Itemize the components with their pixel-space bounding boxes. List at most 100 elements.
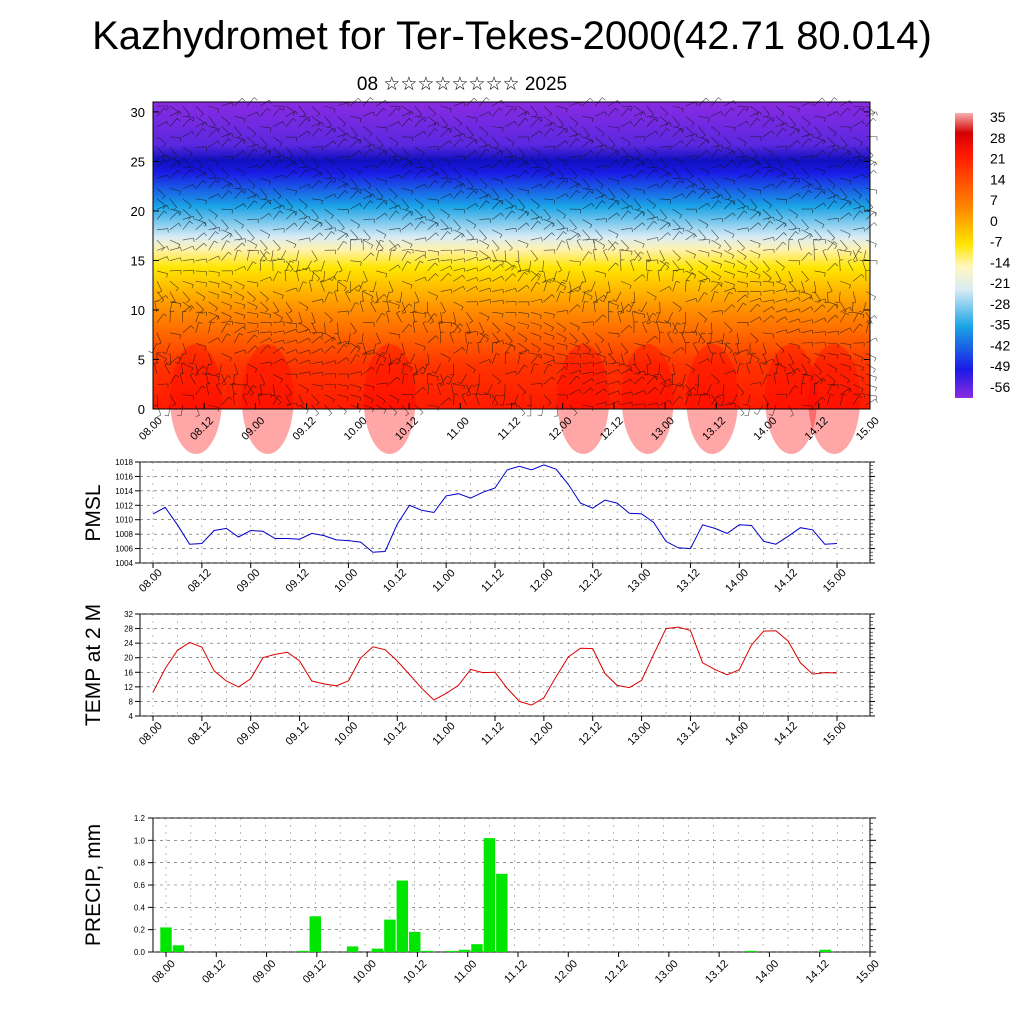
wind-barb (556, 157, 567, 163)
wind-barb-feather (189, 372, 194, 376)
panel-frame (139, 461, 871, 564)
wind-barb-feather (430, 321, 434, 324)
wind-barb (646, 169, 655, 179)
wind-barb-feather (372, 194, 376, 198)
wind-barb-feather (642, 212, 645, 217)
wind-barb-feather (177, 161, 181, 166)
wind-barb-feather (600, 339, 605, 343)
wind-barb (164, 364, 171, 375)
wind-barb (247, 148, 255, 158)
wind-barb (388, 357, 399, 365)
wind-barb (156, 291, 165, 301)
wind-barb-feather (742, 302, 747, 306)
wind-barb-feather (692, 369, 696, 374)
wind-barb-feather (717, 148, 722, 152)
wind-barb-feather (360, 261, 362, 266)
wind-barb (569, 290, 571, 302)
wind-barb-feather (603, 357, 606, 362)
wind-barb-feather (188, 205, 192, 210)
wind-barb-feather (849, 356, 852, 361)
wind-barb (722, 394, 725, 406)
wind-barb (388, 332, 400, 336)
wind-barb-feather (189, 169, 193, 173)
wind-barb (724, 177, 735, 182)
wind-barb-feather (534, 114, 538, 118)
wind-barb-feather (588, 349, 592, 354)
wind-barb (595, 111, 606, 117)
wind-barb (305, 260, 312, 271)
wind-barb (698, 229, 706, 239)
wind-barb-feather (765, 403, 769, 407)
wind-barb (865, 312, 872, 322)
wind-barb-feather (502, 127, 504, 132)
wind-barb (706, 384, 712, 395)
wind-barb (504, 288, 516, 292)
wind-barb (530, 322, 542, 326)
wind-barb-feather (269, 276, 272, 281)
wind-barb (285, 161, 295, 169)
wind-barb-feather (718, 245, 722, 250)
wind-barb-feather (166, 256, 169, 261)
wind-barb (569, 133, 581, 138)
wind-barb-feather (355, 289, 360, 292)
wind-barb (376, 146, 387, 152)
wind-barb-feather (721, 283, 723, 288)
wind-barb (182, 325, 192, 334)
wind-barb-feather (798, 345, 800, 350)
wind-barb-feather (218, 283, 220, 288)
wind-barb (685, 363, 695, 370)
wind-barb (646, 146, 657, 153)
wind-barb-feather (254, 334, 258, 338)
wind-barb (698, 250, 710, 254)
x-tick-label: 08.12 (200, 958, 228, 986)
wind-barb (595, 388, 605, 395)
wind-barb (672, 157, 683, 163)
wind-barb-feather (762, 353, 767, 356)
wind-barb-feather (605, 402, 608, 407)
wind-barb (156, 147, 165, 156)
wind-barb (621, 105, 633, 107)
wind-barb-feather (589, 97, 594, 102)
x-tick-label: 12.12 (577, 720, 605, 748)
wind-barb-feather (573, 412, 578, 416)
wind-barb (285, 118, 294, 127)
wind-barb (156, 394, 158, 406)
wind-barb (414, 198, 424, 206)
wind-barb (646, 183, 657, 189)
wind-barb-feather (499, 234, 503, 239)
wind-barb-feather (318, 180, 323, 184)
wind-barb (569, 389, 580, 395)
wind-barb (247, 311, 259, 315)
wind-barb (231, 383, 235, 395)
wind-barb (543, 294, 553, 303)
wind-barb-feather (383, 294, 388, 298)
wind-barb-feather (759, 111, 762, 116)
wind-barb-feather (654, 387, 658, 391)
wind-barb (296, 270, 300, 282)
wind-barb-feather (642, 222, 646, 227)
wind-barb-feather (707, 171, 710, 176)
wind-barb-feather (435, 232, 439, 236)
wind-barb-feather (312, 332, 317, 335)
wind-barb (788, 363, 796, 373)
wind-barb-feather (501, 276, 504, 280)
wind-barb (659, 145, 671, 148)
wind-barb (801, 270, 809, 280)
wind-barb (839, 188, 848, 198)
wind-barb-feather (695, 298, 698, 303)
wind-barb-feather (353, 134, 358, 138)
wind-barb (221, 102, 233, 107)
wind-barb-feather (563, 215, 566, 219)
wind-barb-feather (296, 402, 298, 407)
wind-barb (633, 376, 643, 385)
wind-barb (388, 188, 398, 197)
wind-barb-feather (520, 352, 525, 355)
wind-barb (659, 286, 670, 292)
wind-barb-feather (648, 270, 653, 272)
wind-barb-feather (767, 373, 771, 377)
wind-barb (852, 384, 864, 390)
wind-barb (388, 281, 394, 292)
wind-barb-feather (283, 330, 285, 335)
wind-barb (427, 146, 439, 148)
wind-barb (414, 183, 426, 189)
